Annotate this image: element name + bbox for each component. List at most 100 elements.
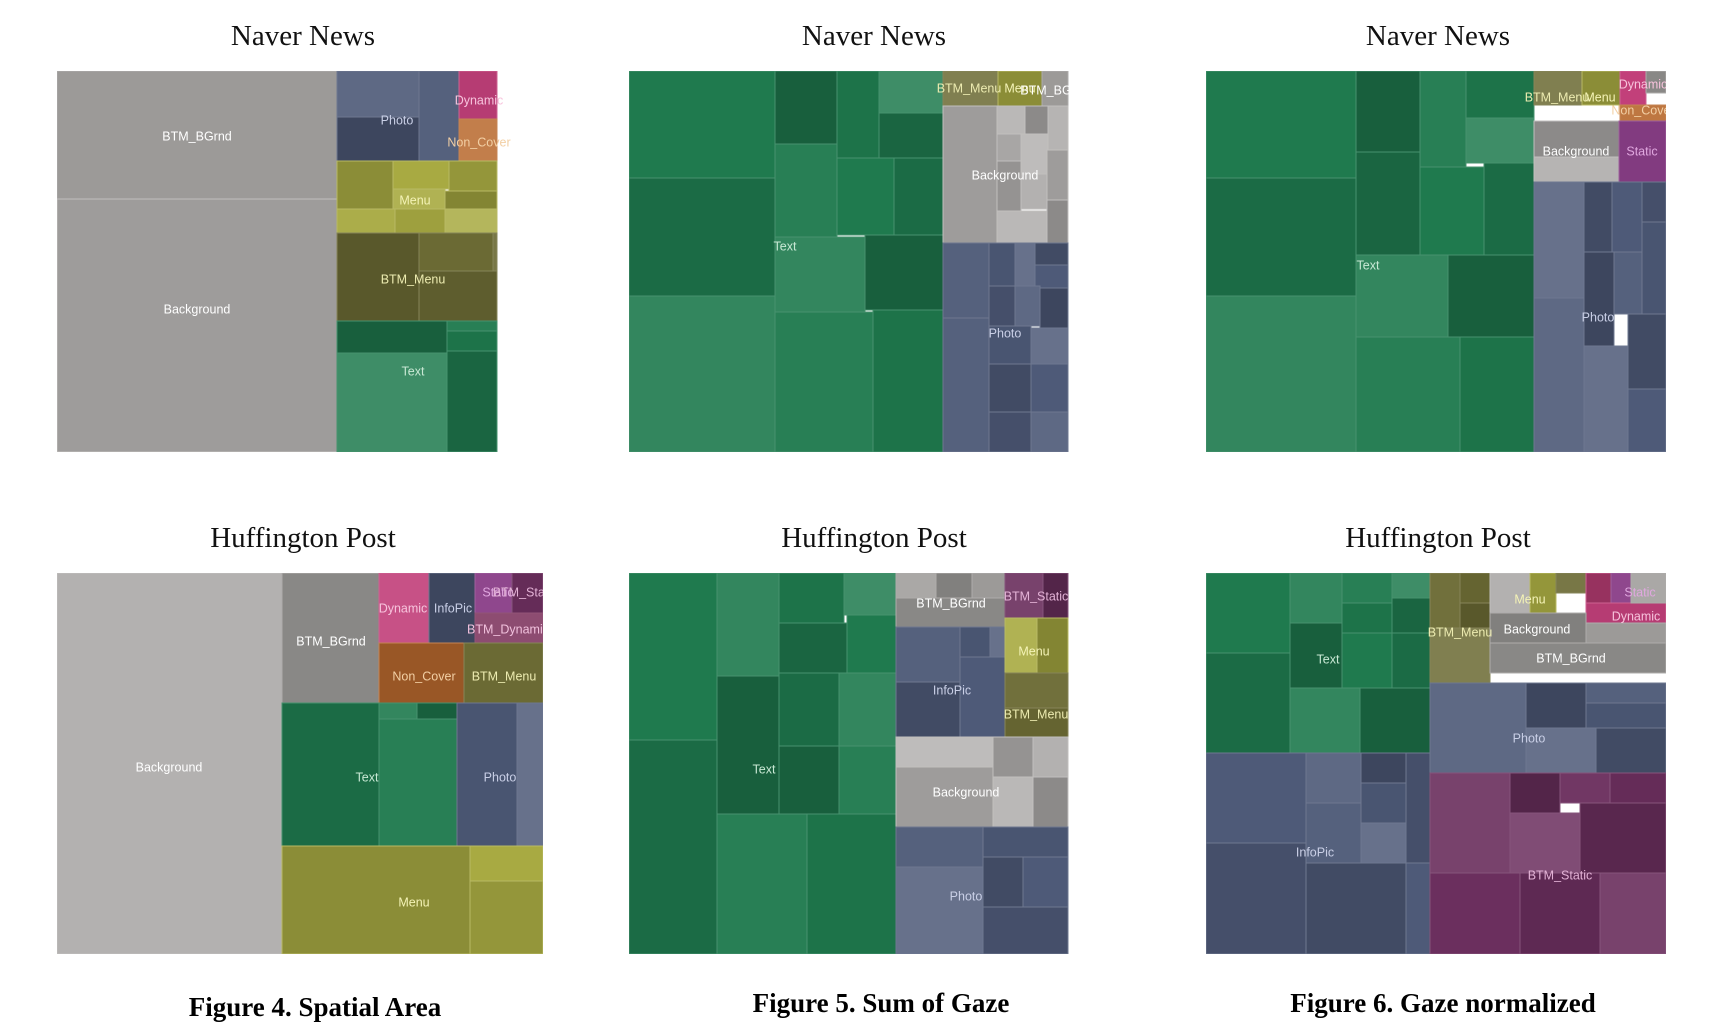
treemap-cell-text (629, 573, 718, 741)
treemap-cell-text (1419, 166, 1485, 256)
treemap-cell-photo (1627, 313, 1666, 390)
treemap-cell-infopic (1206, 752, 1307, 844)
treemap-cell-menu (392, 160, 450, 190)
treemap-label-btm-menu: BTM_Menu (1525, 90, 1590, 104)
treemap-cell-text (838, 672, 897, 747)
treemap-cell-text (1206, 177, 1357, 297)
treemap-cell-photo (895, 826, 984, 868)
treemap-cell-photo (988, 285, 1016, 327)
treemap-cell-btm-bgrnd (57, 71, 338, 200)
treemap-cell-photo (1014, 242, 1036, 287)
treemap-label-dynamic: Dynamic (1619, 77, 1666, 91)
treemap-cell-photo (988, 363, 1032, 413)
treemap-cell-btm-static (1004, 573, 1044, 619)
treemap-label-background: Background (164, 302, 231, 316)
panel-title-huffington-sum: Huffington Post (781, 522, 967, 554)
treemap-label-non-cover: Non_Cover (1611, 103, 1666, 117)
treemap-label-text: Text (1357, 258, 1380, 272)
treemap-cell-text (446, 320, 498, 332)
treemap-cell-text (336, 320, 448, 354)
treemap-cell-photo (988, 411, 1032, 452)
treemap-label-btm-static: BTM_Static (493, 585, 543, 599)
treemap-cell-btm-bgrnd (1489, 642, 1666, 674)
treemap-label-btm-menu: BTM_Menu (381, 272, 446, 286)
treemap-cell-photo (1014, 285, 1041, 327)
treemap-cell-text (446, 350, 498, 452)
treemap-cell-text (836, 71, 880, 159)
treemap-cell-text (878, 112, 944, 159)
treemap-cell-photo (1022, 856, 1069, 908)
treemap-cell-text (778, 573, 845, 624)
treemap-cell-text (893, 157, 944, 236)
treemap-cell-dynamic (458, 71, 498, 120)
treemap-label-text: Text (753, 762, 776, 776)
treemap-cell-photo (1627, 388, 1666, 452)
treemap-cell-background (1489, 573, 1531, 614)
treemap-cell-photo (1611, 181, 1643, 253)
treemap-cell-text (716, 573, 780, 677)
treemap-label-photo: Photo (1513, 731, 1546, 745)
treemap-cell-btm-static (1429, 872, 1521, 954)
treemap-cell-photo (988, 242, 1016, 287)
treemap-cell-text (446, 330, 498, 352)
treemap-cell-btm-menu (942, 71, 999, 107)
treemap-cell-text (1206, 71, 1357, 179)
panel-title-naver-spatial: Naver News (230, 20, 376, 52)
treemap-cell-background (996, 210, 1048, 244)
treemap-label-menu: Menu (1018, 644, 1049, 658)
treemap-cell-btm-bgrnd (1630, 573, 1666, 604)
treemap-cell-text (1465, 71, 1535, 119)
treemap-cell-infopic (1360, 782, 1407, 824)
treemap-cell-photo (942, 317, 990, 452)
treemap-cell-photo (1583, 251, 1615, 347)
treemap-cell-btm-bgrnd (1585, 622, 1666, 644)
treemap-cell-text (1341, 632, 1393, 689)
panel-title-naver-normalized: Naver News (1365, 20, 1511, 52)
treemap-cell-text (378, 718, 458, 847)
treemap-cell-photo (1595, 727, 1666, 774)
treemap-cell-background (57, 198, 338, 452)
treemap-cell-text (1341, 573, 1393, 604)
treemap-cell-text (716, 813, 808, 954)
treemap-cell-infopic (1405, 862, 1431, 954)
treemap-huffington-sum-of-gaze: Text BTM_BGrnd BTM_Static InfoPic Menu BTM_Me… (629, 573, 1069, 954)
treemap-cell-photo (1583, 181, 1613, 253)
treemap-label-background: Background (1543, 144, 1610, 158)
treemap-label-background: Background (136, 760, 203, 774)
treemap-cell-btm-bgrnd (935, 573, 973, 599)
treemap-cell-menu (469, 880, 543, 954)
treemap-cell-btm-menu (1004, 672, 1069, 709)
treemap-cell-text (629, 739, 718, 954)
treemap-label-btm-bgrnd: BTM_BGrnd (162, 129, 232, 143)
treemap-cell-text (378, 702, 418, 720)
treemap-cell-btm-static (1429, 772, 1511, 874)
treemap-cell-photo (982, 856, 1024, 908)
treemap-label-infopic: InfoPic (1296, 845, 1334, 859)
treemap-cell-text (1289, 687, 1361, 754)
treemap-label-static: Static (1624, 585, 1655, 599)
treemap-cell-btm-static (1509, 772, 1561, 814)
treemap-huffington-gaze-normalized: Text Background Menu BTM_Menu BTM_BGrnd Stati… (1206, 573, 1666, 954)
treemap-cell-text (778, 672, 840, 747)
treemap-cell-btm-menu (1459, 602, 1491, 629)
treemap-cell-photo (982, 906, 1069, 954)
treemap-cell-text (1289, 622, 1343, 689)
treemap-cell-text (846, 614, 897, 674)
treemap-label-text: Text (356, 770, 379, 784)
treemap-cell-btm-menu (1429, 573, 1461, 629)
treemap-cell-background (1032, 776, 1069, 828)
panel-title-huffington-normalized: Huffington Post (1345, 522, 1531, 554)
treemap-cell-infopic (1305, 802, 1362, 864)
figure-caption-spatial-area: Figure 4. Spatial Area (188, 992, 442, 1022)
treemap-cell-text (774, 71, 838, 145)
treemap-label-menu: Menu (398, 895, 429, 909)
treemap-cell-text (1465, 117, 1535, 164)
treemap-label-infopic: InfoPic (933, 683, 971, 697)
treemap-cell-photo (895, 866, 984, 954)
treemap-cell-text (1355, 336, 1461, 452)
treemap-cell-photo (1525, 682, 1587, 729)
treemap-label-photo: Photo (989, 326, 1022, 340)
treemap-cell-infopic (959, 656, 1006, 738)
treemap-cell-menu (997, 71, 1043, 107)
treemap-cell-btm-menu (418, 270, 498, 322)
